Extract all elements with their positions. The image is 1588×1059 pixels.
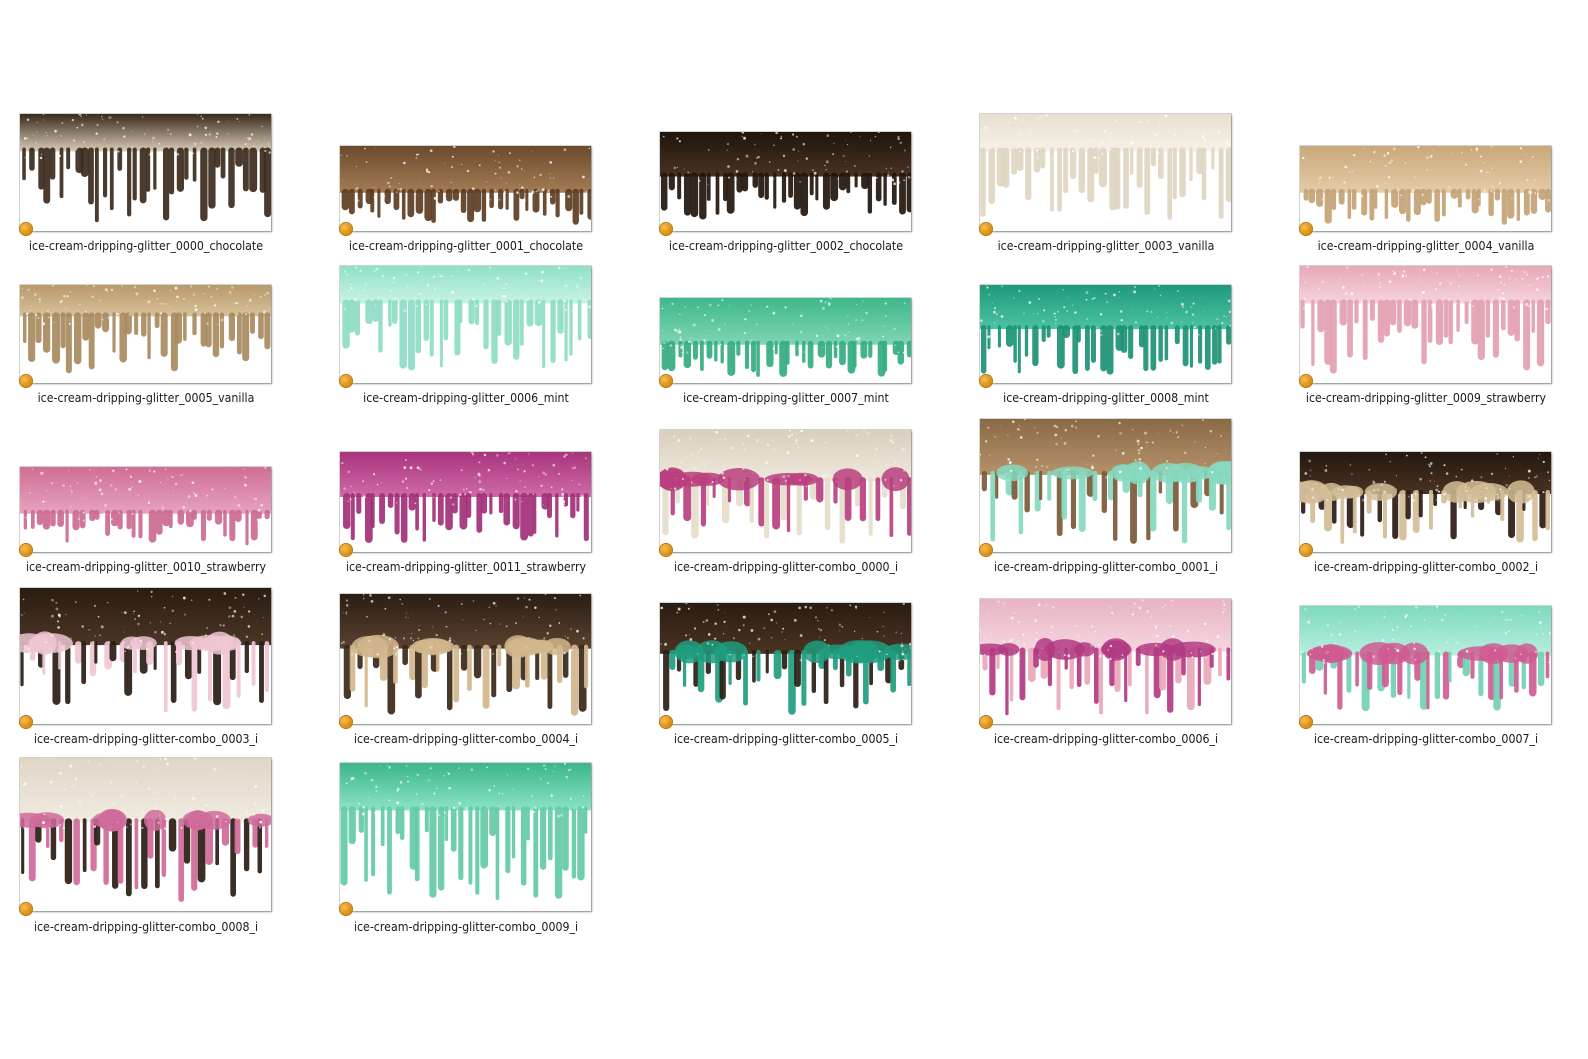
file-name-label[interactable]: ice-cream-dripping-glitter-combo_0006_i [993,732,1219,746]
file-name-label[interactable]: ice-cream-dripping-glitter_0005_vanilla [37,391,255,405]
file-name-label[interactable]: ice-cream-dripping-glitter_0007_mint [683,391,889,405]
file-thumbnail[interactable] [20,114,271,231]
sync-status-icon [20,223,32,235]
dripping-glitter-preview [20,467,271,546]
dripping-glitter-preview [1300,146,1551,225]
file-name-label[interactable]: ice-cream-dripping-glitter-combo_0005_i [673,732,899,746]
file-thumbnail[interactable] [660,430,911,552]
dripping-glitter-preview [1300,452,1551,544]
file-thumbnail[interactable] [340,266,591,383]
sync-status-icon [980,544,992,556]
file-thumbnail[interactable] [20,588,271,724]
file-name-label[interactable]: ice-cream-dripping-glitter_0010_strawber… [25,560,267,574]
sync-status-icon [340,716,352,728]
file-name-label[interactable]: ice-cream-dripping-glitter-combo_0001_i [993,560,1219,574]
dripping-glitter-preview [660,132,911,220]
sync-status-icon [980,716,992,728]
sync-status-icon [1300,223,1312,235]
file-thumbnail[interactable] [980,285,1231,383]
sync-status-icon [660,223,672,235]
sync-status-icon [20,544,32,556]
sync-status-icon [340,223,352,235]
file-thumbnail[interactable] [980,599,1231,724]
sync-status-icon [340,375,352,387]
file-name-label[interactable]: ice-cream-dripping-glitter_0001_chocolat… [348,239,584,253]
dripping-glitter-preview [1300,606,1551,712]
sync-status-icon [980,375,992,387]
file-thumbnail[interactable] [660,132,911,231]
sync-status-icon [340,544,352,556]
dripping-glitter-preview [340,763,591,901]
dripping-glitter-preview [980,599,1231,716]
sync-status-icon [20,903,32,915]
file-thumbnail[interactable] [340,146,591,231]
dripping-glitter-preview [660,298,911,377]
file-name-label[interactable]: ice-cream-dripping-glitter-combo_0009_i [353,920,579,934]
sync-status-icon [660,375,672,387]
file-thumbnail[interactable] [1300,266,1551,383]
file-thumbnail[interactable] [340,594,591,724]
file-name-label[interactable]: ice-cream-dripping-glitter-combo_0008_i [33,920,259,934]
file-thumbnail[interactable] [20,285,271,383]
file-name-label[interactable]: ice-cream-dripping-glitter_0009_strawber… [1305,391,1547,405]
dripping-glitter-preview [1300,266,1551,374]
file-name-label[interactable]: ice-cream-dripping-glitter_0000_chocolat… [28,239,264,253]
dripping-glitter-preview [20,758,271,902]
file-thumbnail[interactable] [660,603,911,724]
sync-status-icon [20,375,32,387]
dripping-glitter-preview [20,588,271,713]
file-thumbnail[interactable] [1300,146,1551,231]
file-name-label[interactable]: ice-cream-dripping-glitter-combo_0007_i [1313,732,1539,746]
sync-status-icon [20,716,32,728]
dripping-glitter-preview [660,603,911,715]
dripping-glitter-preview [980,419,1231,544]
file-name-label[interactable]: ice-cream-dripping-glitter-combo_0004_i [353,732,579,746]
sync-status-icon [1300,716,1312,728]
file-thumbnail[interactable] [980,419,1231,552]
sync-status-icon [340,903,352,915]
file-name-label[interactable]: ice-cream-dripping-glitter_0011_strawber… [345,560,587,574]
sync-status-icon [660,716,672,728]
file-name-label[interactable]: ice-cream-dripping-glitter_0002_chocolat… [668,239,904,253]
dripping-glitter-preview [340,594,591,716]
sync-status-icon [980,223,992,235]
file-thumbnail[interactable] [660,298,911,383]
file-name-label[interactable]: ice-cream-dripping-glitter_0004_vanilla [1317,239,1535,253]
file-name-label[interactable]: ice-cream-dripping-glitter_0008_mint [1003,391,1209,405]
file-name-label[interactable]: ice-cream-dripping-glitter_0006_mint [363,391,569,405]
dripping-glitter-preview [20,114,271,223]
file-thumbnail[interactable] [20,758,271,911]
dripping-glitter-preview [980,114,1231,220]
file-thumbnail[interactable] [1300,606,1551,724]
file-thumbnail[interactable] [20,467,271,552]
dripping-glitter-preview [660,430,911,544]
dripping-glitter-preview [340,452,591,543]
file-name-label[interactable]: ice-cream-dripping-glitter_0003_vanilla [997,239,1215,253]
file-name-label[interactable]: ice-cream-dripping-glitter-combo_0002_i [1313,560,1539,574]
file-thumbnail[interactable] [1300,452,1551,552]
dripping-glitter-preview [20,285,271,374]
dripping-glitter-preview [980,285,1231,375]
dripping-glitter-preview [340,266,591,371]
sync-status-icon [1300,375,1312,387]
file-name-label[interactable]: ice-cream-dripping-glitter-combo_0000_i [673,560,899,574]
file-thumbnail[interactable] [340,452,591,552]
file-thumbnail[interactable] [980,114,1231,231]
sync-status-icon [1300,544,1312,556]
file-thumbnail[interactable] [340,763,591,911]
file-name-label[interactable]: ice-cream-dripping-glitter-combo_0003_i [33,732,259,746]
sync-status-icon [660,544,672,556]
dripping-glitter-preview [340,146,591,225]
